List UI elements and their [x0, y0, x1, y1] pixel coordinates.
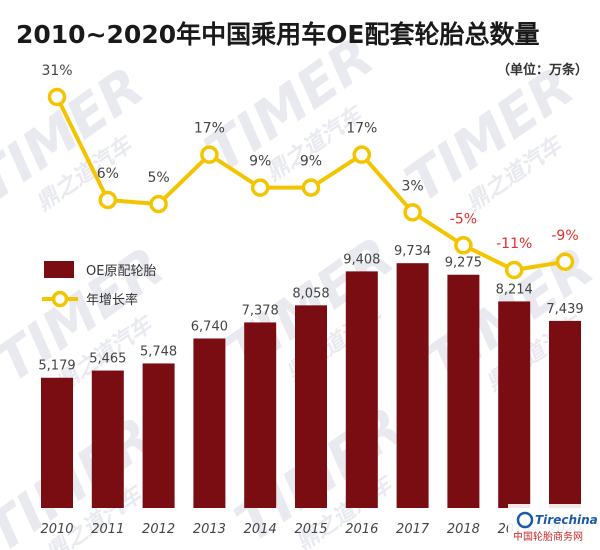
growth-rate-marker — [555, 252, 575, 272]
bar-value-labels: 5,179 5,465 5,748 6,740 7,378 8,058 9,408 9,734… — [38, 244, 583, 374]
growth-rate-label: 9% — [249, 154, 271, 170]
growth-rate-marker — [200, 145, 219, 164]
legend-swatch-marker — [51, 290, 69, 308]
growth-rate-labels: 31% 6% 5% 17% 9% 9% 17% 3% -5% -11% -9% — [41, 63, 578, 252]
bar-value-label: 6,740 — [191, 319, 228, 334]
x-tick-label: 2015 — [294, 522, 327, 537]
growth-rate-label: 9% — [300, 154, 322, 170]
bar-value-label: 5,748 — [140, 344, 177, 359]
growth-rate-marker — [250, 178, 270, 197]
x-axis-labels: 2010201120122013201420152016201720182019… — [40, 522, 581, 537]
growth-rate-label: -11% — [496, 236, 532, 252]
bar-series — [41, 263, 581, 508]
x-tick-label: 2014 — [244, 522, 277, 537]
bar-2014 — [244, 322, 277, 508]
growth-rate-marker — [47, 87, 67, 107]
x-tick-label: 2010 — [40, 522, 73, 537]
growth-rate-label: -9% — [551, 228, 578, 244]
growth-rate-label: 3% — [401, 178, 423, 194]
unit-label: （单位：万条） — [497, 62, 588, 78]
bar-2020 — [549, 320, 581, 508]
x-tick-label: 2011 — [91, 522, 124, 537]
bar-2011 — [91, 370, 124, 508]
logo-brand: Tirechina — [535, 513, 598, 527]
growth-rate-marker — [352, 145, 372, 164]
bar-value-label: 9,734 — [394, 244, 431, 259]
growth-rate-marker — [149, 194, 168, 214]
x-tick-label: 2013 — [193, 522, 226, 537]
growth-rate-marker — [98, 190, 118, 210]
legend-label-bar: OE原配轮胎 — [86, 264, 156, 279]
growth-rate-label: 31% — [41, 63, 72, 79]
x-tick-label: 2016 — [345, 522, 378, 537]
growth-rate-marker — [301, 178, 321, 197]
growth-rate-label: -5% — [450, 211, 477, 227]
bar-value-label: 8,214 — [496, 282, 533, 297]
growth-rate-label: 6% — [97, 166, 119, 182]
growth-rate-label: 17% — [346, 121, 377, 137]
bar-value-label: 7,378 — [242, 303, 279, 318]
legend: OE原配轮胎 年增长率 — [42, 261, 156, 308]
x-tick-label: 2017 — [396, 522, 430, 537]
bar-value-label: 5,179 — [38, 359, 75, 374]
bar-value-label: 5,465 — [89, 352, 126, 367]
logo-caption: 中国轮胎商务网 — [513, 530, 583, 543]
legend-swatch-bar — [44, 261, 74, 278]
tirechina-logo: Tirechina 中国轮胎商务网 — [508, 504, 598, 544]
bar-value-label: 9,408 — [343, 252, 380, 267]
bar-2017 — [396, 263, 429, 508]
bar-2012 — [142, 363, 175, 508]
bar-2019 — [498, 301, 531, 508]
legend-label-line: 年增长率 — [86, 292, 138, 308]
bar-value-label: 8,058 — [292, 286, 329, 301]
bar-2010 — [41, 377, 73, 508]
growth-rate-label: 5% — [147, 170, 169, 186]
tire-icon — [516, 511, 534, 529]
growth-rate-marker — [403, 203, 422, 222]
growth-rate-series — [47, 87, 575, 280]
bar-value-label: 7,439 — [546, 302, 583, 317]
x-tick-label: 2018 — [447, 522, 480, 537]
chart-title: 2010~2020年中国乘用车OE配套轮胎总数量 — [16, 20, 539, 49]
growth-rate-marker — [504, 260, 524, 280]
growth-rate-marker — [454, 236, 473, 255]
bar-2013 — [193, 338, 226, 508]
bar-value-label: 9,275 — [445, 256, 482, 271]
bar-2015 — [295, 305, 327, 508]
bar-2016 — [345, 271, 378, 508]
bar-2018 — [447, 274, 480, 508]
x-tick-label: 2012 — [142, 522, 175, 537]
growth-rate-label: 17% — [194, 121, 225, 137]
